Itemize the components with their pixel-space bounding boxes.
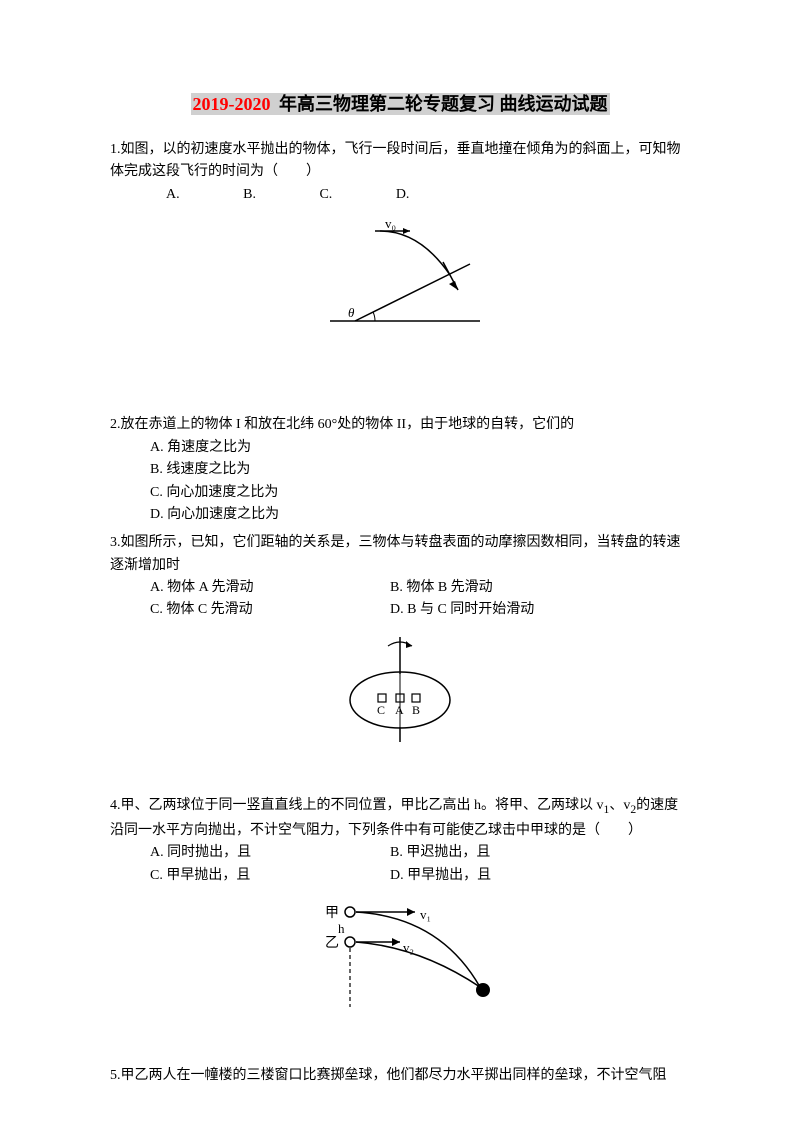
q1-options: A. B. C. D. bbox=[110, 184, 690, 206]
q2-opt-a: A. 角速度之比为 bbox=[110, 437, 690, 459]
question-2: 2.放在赤道上的物体 I 和放在北纬 60°处的物体 II，由于地球的自转，它们… bbox=[110, 414, 690, 526]
q3-opts-row2: C. 物体 C 先滑动 D. B 与 C 同时开始滑动 bbox=[110, 599, 690, 621]
q2-opt-d: D. 向心加速度之比为 bbox=[110, 504, 690, 526]
q4-opt-a: A. 同时抛出，且 bbox=[150, 842, 390, 864]
jia-label: 甲 bbox=[325, 906, 339, 921]
title-year: 2019-2020 bbox=[191, 93, 273, 115]
projectile-diagram: θ v₀ bbox=[300, 216, 500, 336]
q1-figure: θ v₀ bbox=[110, 216, 690, 344]
q4-opts-row2: C. 甲早抛出，且 D. 甲早抛出，且 bbox=[110, 865, 690, 887]
q1-opt-b: B. bbox=[243, 184, 256, 206]
q3-figure: C A B bbox=[110, 632, 690, 755]
question-3: 3.如图所示，已知，它们距轴的关系是，三物体与转盘表面的动摩擦因数相同，当转盘的… bbox=[110, 532, 690, 755]
label-a: A bbox=[395, 703, 404, 717]
turntable-diagram: C A B bbox=[320, 632, 480, 747]
question-4: 4.甲、乙两球位于同一竖直直线上的不同位置，甲比乙高出 h。将甲、乙两球以 v1… bbox=[110, 795, 690, 1025]
two-ball-diagram: 甲 v₁ 乙 v₂ h bbox=[270, 897, 530, 1017]
q3-opts-row1: A. 物体 A 先滑动 B. 物体 B 先滑动 bbox=[110, 577, 690, 599]
question-5: 5.甲乙两人在一幢楼的三楼窗口比赛掷垒球，他们都尽力水平掷出同样的垒球，不计空气… bbox=[110, 1065, 690, 1087]
q1-opt-a: A. bbox=[166, 184, 180, 206]
yi-label: 乙 bbox=[325, 935, 339, 951]
q1-text: 1.如图，以的初速度水平抛出的物体，飞行一段时间后，垂直地撞在倾角为的斜面上，可… bbox=[110, 139, 690, 184]
question-1: 1.如图，以的初速度水平抛出的物体，飞行一段时间后，垂直地撞在倾角为的斜面上，可… bbox=[110, 139, 690, 345]
theta-label: θ bbox=[348, 305, 355, 320]
h-label: h bbox=[338, 921, 345, 936]
q3-opt-d: D. B 与 C 同时开始滑动 bbox=[390, 599, 534, 621]
q3-opt-a: A. 物体 A 先滑动 bbox=[150, 577, 390, 599]
page-title: 2019-2020 年高三物理第二轮专题复习 曲线运动试题 bbox=[110, 90, 690, 119]
title-rest: 年高三物理第二轮专题复习 曲线运动试题 bbox=[273, 93, 610, 115]
label-c: C bbox=[377, 703, 385, 717]
q3-opt-b: B. 物体 B 先滑动 bbox=[390, 577, 493, 599]
q2-opt-c: C. 向心加速度之比为 bbox=[110, 482, 690, 504]
q4-t1: 4.甲、乙两球位于同一竖直直线上的不同位置，甲比乙高出 h。将甲、乙两球以 v bbox=[110, 798, 604, 813]
v1-label: v₁ bbox=[420, 907, 431, 922]
q4-opt-d: D. 甲早抛出，且 bbox=[390, 865, 491, 887]
q1-opt-d: D. bbox=[396, 184, 410, 206]
q3-opt-c: C. 物体 C 先滑动 bbox=[150, 599, 390, 621]
q4-opt-b: B. 甲迟抛出，且 bbox=[390, 842, 490, 864]
v0-label: v₀ bbox=[385, 216, 396, 231]
q4-figure: 甲 v₁ 乙 v₂ h bbox=[110, 897, 690, 1025]
q4-text: 4.甲、乙两球位于同一竖直直线上的不同位置，甲比乙高出 h。将甲、乙两球以 v1… bbox=[110, 795, 690, 842]
q2-opt-b: B. 线速度之比为 bbox=[110, 459, 690, 481]
q4-t2: 、v bbox=[609, 798, 630, 813]
q1-opt-c: C. bbox=[319, 184, 332, 206]
q4-opts-row1: A. 同时抛出，且 B. 甲迟抛出，且 bbox=[110, 842, 690, 864]
q3-text: 3.如图所示，已知，它们距轴的关系是，三物体与转盘表面的动摩擦因数相同，当转盘的… bbox=[110, 532, 690, 577]
q2-text: 2.放在赤道上的物体 I 和放在北纬 60°处的物体 II，由于地球的自转，它们… bbox=[110, 414, 690, 436]
q4-opt-c: C. 甲早抛出，且 bbox=[150, 865, 390, 887]
label-b: B bbox=[412, 703, 420, 717]
q5-text: 5.甲乙两人在一幢楼的三楼窗口比赛掷垒球，他们都尽力水平掷出同样的垒球，不计空气… bbox=[110, 1065, 690, 1087]
